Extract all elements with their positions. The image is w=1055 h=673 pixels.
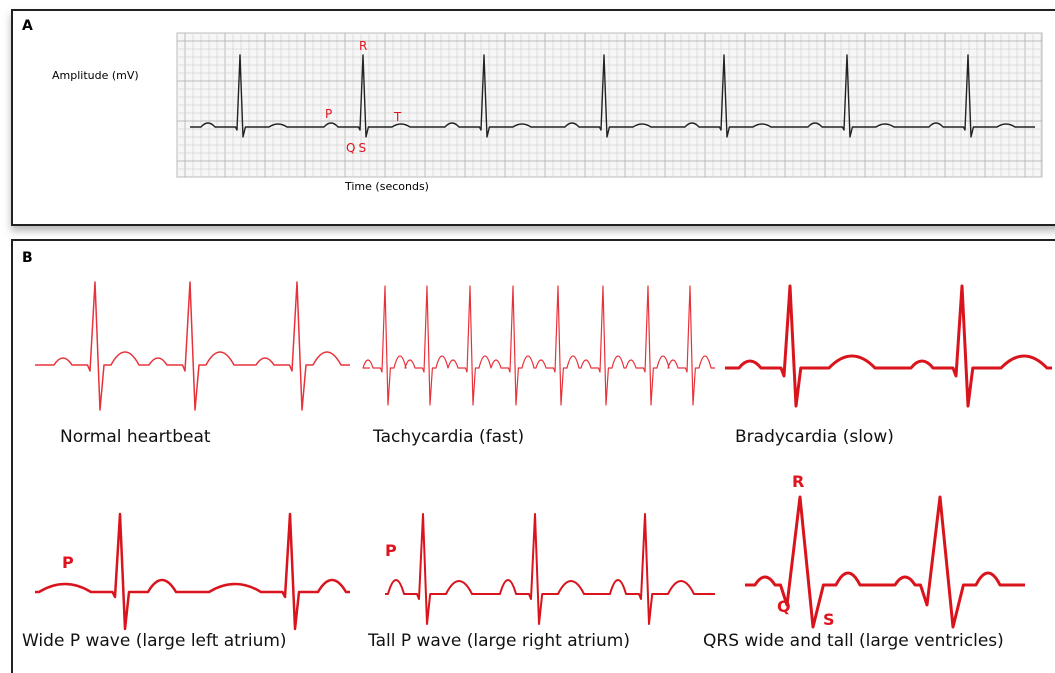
- trace-caption: Wide P wave (large left atrium): [22, 631, 287, 651]
- wave-label: T: [393, 110, 402, 124]
- panel-label: B: [22, 250, 33, 266]
- trace-caption: QRS wide and tall (large ventricles): [703, 631, 1004, 651]
- trace-caption: Tall P wave (large right atrium): [367, 631, 630, 651]
- wave-label: QS: [346, 141, 369, 155]
- wave-marker: S: [823, 610, 835, 629]
- trace-caption: Bradycardia (slow): [735, 427, 894, 447]
- trace-caption: Normal heartbeat: [60, 427, 211, 447]
- wave-marker: R: [792, 472, 804, 491]
- wave-label: R: [359, 39, 367, 53]
- x-axis-label: Time (seconds): [344, 180, 429, 193]
- figure: A B Amplitude (mV) Time (seconds) R P T …: [0, 0, 1055, 673]
- panel-b-frame: [12, 240, 1055, 673]
- y-axis-label: Amplitude (mV): [52, 69, 139, 82]
- wave-marker: P: [385, 541, 397, 560]
- panel-label: A: [22, 18, 33, 34]
- wave-marker: P: [62, 553, 74, 572]
- trace-caption: Tachycardia (fast): [372, 427, 524, 447]
- wave-label: P: [325, 107, 332, 121]
